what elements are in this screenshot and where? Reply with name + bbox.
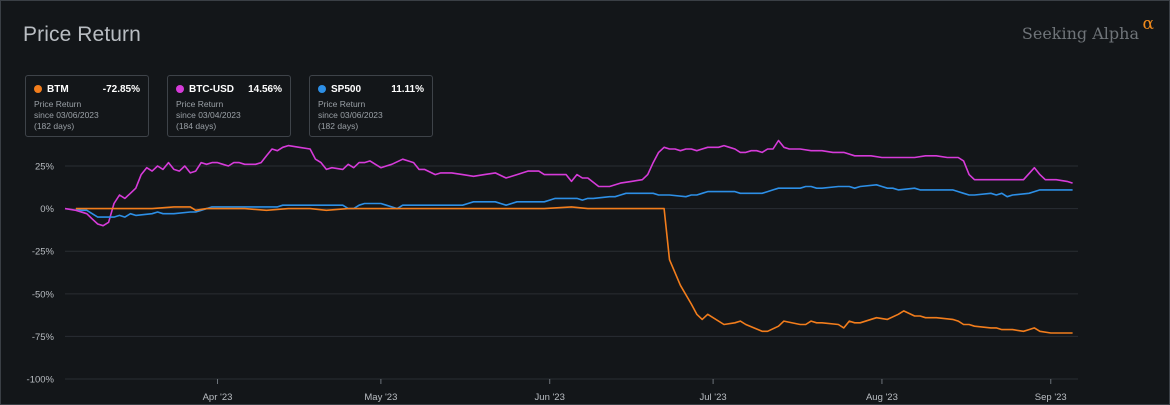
- series-color-dot-icon: [176, 85, 184, 93]
- y-tick-label: 25%: [35, 162, 55, 173]
- legend-days: (184 days): [176, 121, 217, 131]
- legend-series-name: BTM: [47, 83, 69, 95]
- legend-since: since 03/04/2023: [176, 110, 241, 120]
- series-line-btc-usd: [64, 139, 1073, 227]
- legend-days: (182 days): [34, 121, 75, 131]
- legend-subtitle: Price Return: [176, 99, 224, 109]
- legend-since: since 03/06/2023: [34, 110, 99, 120]
- series-line-btm: [75, 206, 1073, 334]
- series-line-sp500: [75, 184, 1073, 218]
- legend-card-btc-usd[interactable]: BTC-USD 14.56% Price Return since 03/04/…: [167, 75, 291, 137]
- x-tick-label: May '23: [364, 392, 397, 403]
- brand-alpha-icon: α: [1142, 14, 1154, 34]
- y-tick-label: 0%: [40, 204, 54, 215]
- x-tick-label: Aug '23: [866, 392, 898, 403]
- x-tick-label: Sep '23: [1035, 392, 1067, 403]
- legend-since: since 03/06/2023: [318, 110, 383, 120]
- legend-subtitle: Price Return: [318, 99, 366, 109]
- x-tick-label: Jul '23: [700, 392, 727, 403]
- legend-card-btm[interactable]: BTM -72.85% Price Return since 03/06/202…: [25, 75, 149, 137]
- legend-series-name: SP500: [331, 83, 362, 95]
- legend-series-name: BTC-USD: [189, 83, 234, 95]
- chart-title: Price Return: [23, 23, 141, 46]
- legend-series-value: 11.11%: [391, 83, 424, 95]
- y-tick-label: -75%: [32, 332, 55, 343]
- legend-card-sp500[interactable]: SP500 11.11% Price Return since 03/06/20…: [309, 75, 433, 137]
- x-tick-label: Jun '23: [535, 392, 565, 403]
- legend-days: (182 days): [318, 121, 359, 131]
- legend-subtitle: Price Return: [34, 99, 82, 109]
- legend-series-value: 14.56%: [248, 83, 282, 95]
- brand-logo: Seeking Alpha α: [1021, 14, 1154, 43]
- legend-series-value: -72.85%: [102, 83, 140, 95]
- x-tick-label: Apr '23: [203, 392, 233, 403]
- series-color-dot-icon: [34, 85, 42, 93]
- series-color-dot-icon: [318, 85, 326, 93]
- y-tick-label: -25%: [32, 247, 55, 258]
- y-tick-label: -100%: [27, 375, 55, 386]
- y-tick-label: -50%: [32, 289, 55, 300]
- brand-name: Seeking Alpha: [1021, 24, 1139, 43]
